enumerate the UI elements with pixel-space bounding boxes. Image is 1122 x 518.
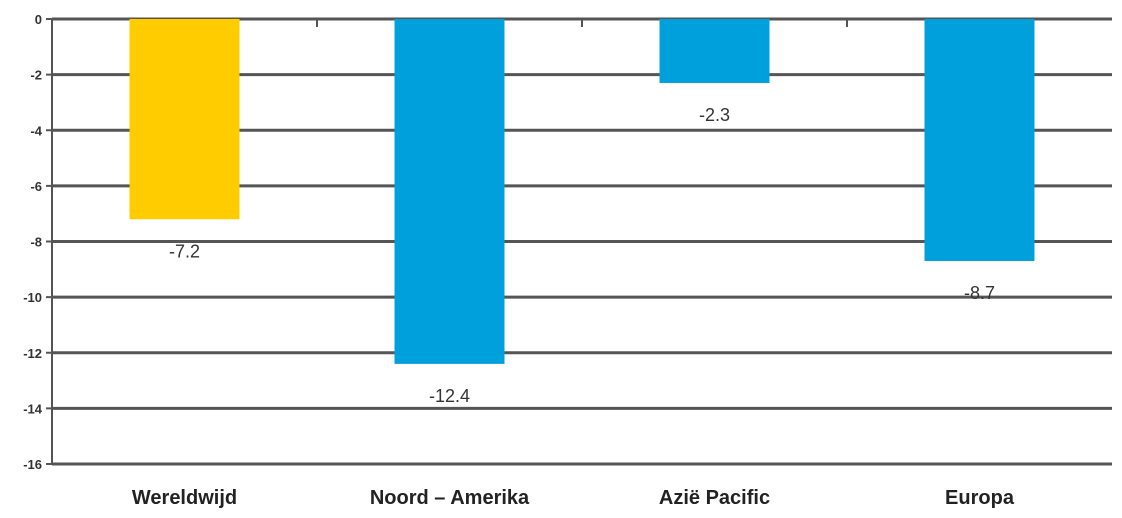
y-tick-label: -10 xyxy=(23,290,42,305)
x-category-label: Azië Pacific xyxy=(659,487,770,509)
y-tick-label: 0 xyxy=(35,12,42,27)
bars xyxy=(129,19,1035,364)
bar xyxy=(924,19,1035,261)
y-tick-label: -14 xyxy=(23,401,43,416)
y-tick-label: -12 xyxy=(23,346,42,361)
bar xyxy=(129,19,240,220)
x-category-label: Wereldwijd xyxy=(132,487,237,509)
y-tick-label: -2 xyxy=(30,68,42,83)
x-category-label: Noord – Amerika xyxy=(370,487,530,509)
axes xyxy=(46,18,848,465)
y-tick-label: -4 xyxy=(30,123,42,138)
y-tick-label: -6 xyxy=(30,179,42,194)
data-label: -12.4 xyxy=(429,386,470,406)
data-label: -8.7 xyxy=(964,283,995,303)
x-category-label: Europa xyxy=(945,487,1015,509)
labels: 0 -2 -4 -6 -8 -10 -12 -14 -16 -7.2 Wereldwijd -12.4… xyxy=(23,12,1015,509)
bar xyxy=(394,19,505,364)
y-tick-label: -16 xyxy=(23,457,42,472)
y-tick-label: -8 xyxy=(30,235,42,250)
bar xyxy=(659,19,770,83)
data-label: -2.3 xyxy=(699,105,730,125)
data-label: -7.2 xyxy=(169,241,200,261)
